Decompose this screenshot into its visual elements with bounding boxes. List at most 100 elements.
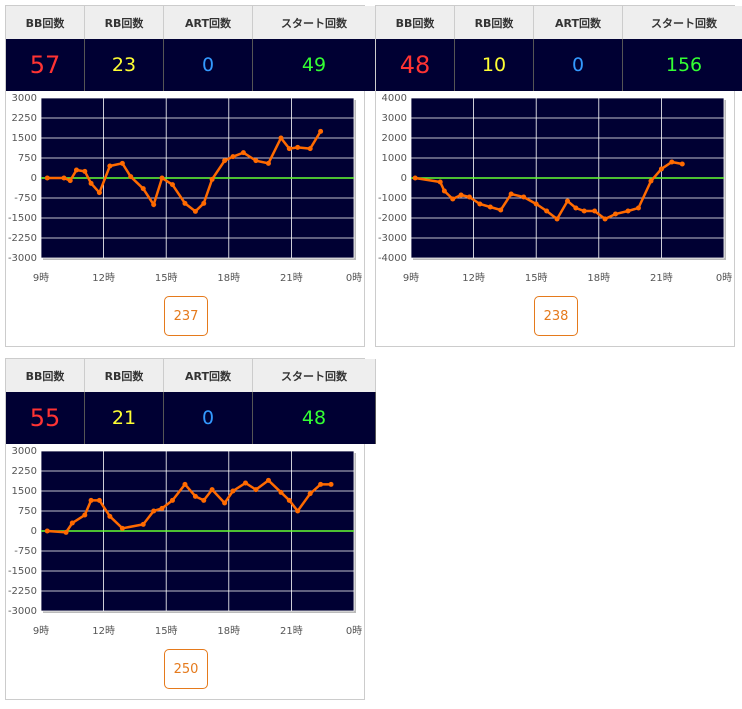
- data-point: [182, 200, 188, 206]
- x-tick-label: 18時: [587, 272, 610, 284]
- y-tick-label: -1000: [378, 193, 407, 204]
- data-point: [307, 491, 313, 497]
- data-point: [230, 488, 236, 494]
- data-point: [240, 150, 246, 156]
- data-point: [169, 182, 175, 188]
- data-point: [265, 160, 271, 166]
- data-line: [47, 130, 322, 213]
- y-tick-label: -2250: [8, 586, 37, 597]
- stat-value: 0: [533, 39, 623, 91]
- data-point: [88, 180, 94, 186]
- stat-value: 21: [84, 392, 164, 444]
- data-point: [209, 487, 215, 493]
- data-point: [82, 168, 88, 174]
- data-point: [412, 175, 418, 181]
- machine-button[interactable]: 250: [164, 649, 208, 689]
- data-point: [278, 135, 284, 141]
- y-tick-label: 750: [18, 153, 37, 164]
- panel: BB回数 RB回数 ART回数 スタート回数 57 23 0 49 237 3000 2250 150…: [5, 5, 376, 347]
- data-point: [612, 211, 618, 217]
- data-point: [679, 161, 685, 167]
- stat-value: 48: [376, 39, 455, 91]
- data-point: [201, 497, 207, 503]
- data-point: [253, 158, 259, 164]
- data-point: [466, 194, 472, 200]
- data-point: [159, 175, 165, 181]
- machine-button[interactable]: 238: [534, 296, 578, 336]
- x-tick-label: 21時: [280, 625, 303, 637]
- data-point: [63, 529, 69, 535]
- y-tick-label: 0: [31, 173, 37, 184]
- x-tick-label: 12時: [92, 625, 115, 637]
- data-point: [140, 186, 146, 192]
- data-point: [96, 497, 102, 503]
- stat-header: RB回数: [84, 6, 164, 39]
- data-point: [265, 477, 271, 483]
- header-row: BB回数 RB回数 ART回数 スタート回数: [6, 359, 376, 392]
- y-tick-label: 1500: [12, 486, 37, 497]
- y-tick-label: -3000: [8, 606, 37, 617]
- data-point: [437, 179, 443, 185]
- data-point: [201, 200, 207, 206]
- header-row: BB回数 RB回数 ART回数 スタート回数: [6, 6, 376, 39]
- data-point: [477, 201, 483, 207]
- data-point: [295, 144, 301, 150]
- x-tick-label: 0時: [346, 272, 362, 284]
- y-tick-label: 0: [31, 526, 37, 537]
- header-row: BB回数 RB回数 ART回数 スタート回数: [376, 6, 742, 39]
- stats-table: BB回数 RB回数 ART回数 スタート回数 57 23 0 49: [6, 6, 376, 91]
- y-tick-label: 1500: [12, 133, 37, 144]
- data-point: [61, 175, 67, 181]
- data-point: [508, 191, 514, 197]
- data-point: [318, 481, 324, 487]
- data-point: [253, 487, 259, 493]
- data-point: [182, 481, 188, 487]
- data-point: [450, 196, 456, 202]
- stat-header: ART回数: [533, 6, 623, 39]
- x-tick-label: 21時: [280, 272, 303, 284]
- y-tick-label: -3000: [378, 233, 407, 244]
- y-tick-label: 3000: [12, 93, 37, 104]
- stat-header: RB回数: [454, 6, 534, 39]
- y-tick-label: 2250: [12, 113, 37, 124]
- x-tick-label: 18時: [217, 625, 240, 637]
- data-point: [128, 174, 134, 180]
- value-row: 48 10 0 156: [376, 39, 742, 91]
- stat-value: 23: [84, 39, 164, 91]
- data-point: [286, 146, 292, 152]
- stat-header: ART回数: [163, 359, 253, 392]
- data-point: [487, 204, 493, 210]
- data-point: [82, 512, 88, 518]
- stat-header: BB回数: [376, 6, 455, 39]
- data-point: [625, 208, 631, 214]
- data-point: [307, 146, 313, 152]
- data-point: [521, 194, 527, 200]
- value-row: 55 21 0 48: [6, 392, 376, 444]
- data-point: [140, 521, 146, 527]
- data-point: [573, 205, 579, 211]
- data-point: [328, 481, 334, 487]
- data-point: [209, 176, 215, 182]
- stat-header: スタート回数: [252, 6, 376, 39]
- y-tick-label: 4000: [382, 93, 407, 104]
- y-tick-label: -750: [14, 193, 37, 204]
- y-tick-label: 0: [401, 173, 407, 184]
- data-point: [107, 513, 113, 519]
- data-point: [107, 163, 113, 169]
- x-tick-label: 12時: [92, 272, 115, 284]
- stat-header: RB回数: [84, 359, 164, 392]
- data-point: [192, 493, 198, 499]
- machine-button[interactable]: 237: [164, 296, 208, 336]
- stat-value: 0: [163, 392, 253, 444]
- data-point: [159, 505, 165, 511]
- data-point: [295, 508, 301, 514]
- chart: 4000 3000 2000 1000 0 -1000 -2000 -3000 -4000 9時 1…: [378, 93, 732, 284]
- data-point: [441, 188, 447, 194]
- data-point: [69, 520, 75, 526]
- chart: 3000 2250 1500 750 0 -750 -1500 -2250 -3000 9時 12時…: [8, 93, 362, 284]
- stat-value: 48: [252, 392, 376, 444]
- data-point: [658, 166, 664, 172]
- data-point: [151, 508, 157, 514]
- x-tick-label: 21時: [650, 272, 673, 284]
